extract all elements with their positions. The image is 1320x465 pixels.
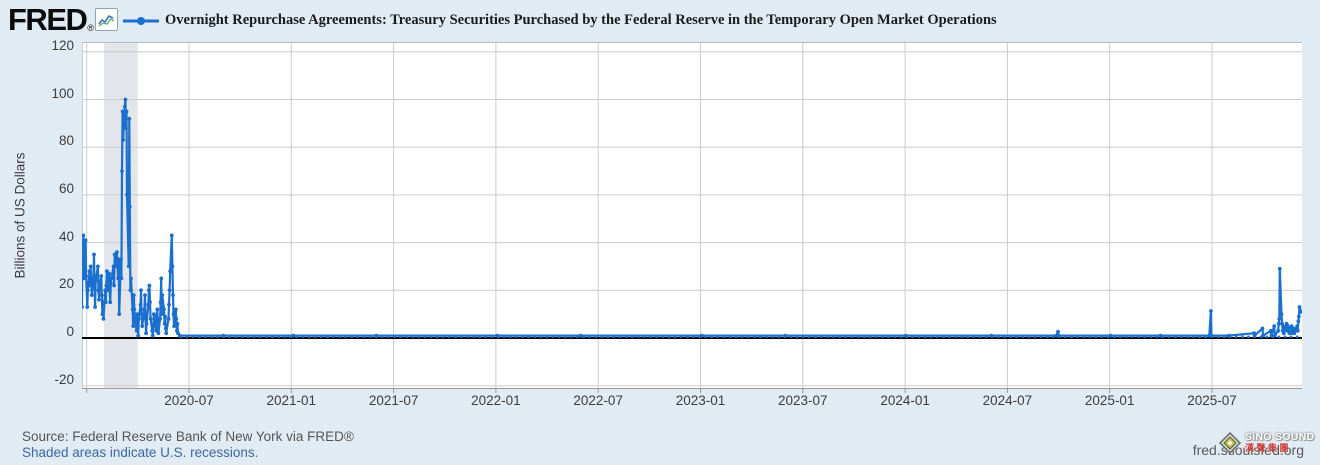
x-tick-label: 2023-01 bbox=[675, 393, 726, 408]
y-tick-label: 100 bbox=[51, 85, 74, 101]
fred-logo-text: FRED bbox=[8, 2, 88, 37]
plot-area[interactable] bbox=[82, 42, 1302, 393]
y-tick-label: 40 bbox=[58, 228, 74, 244]
series-line bbox=[82, 98, 1302, 337]
legend-line-marker bbox=[123, 14, 159, 26]
fred-logo[interactable]: FRED ® bbox=[8, 3, 94, 37]
y-tick-label: 0 bbox=[66, 324, 74, 339]
x-tick-label: 2020-07 bbox=[164, 393, 214, 408]
y-tick-label: 120 bbox=[51, 37, 74, 53]
y-axis-label: Billions of US Dollars bbox=[12, 152, 28, 279]
y-tick-label: -20 bbox=[54, 371, 74, 387]
line-chart bbox=[82, 43, 1302, 393]
x-tick-label: 2022-01 bbox=[471, 393, 521, 408]
registered-mark: ® bbox=[87, 23, 95, 33]
x-tick-label: 2024-07 bbox=[982, 393, 1033, 408]
x-tick-label: 2025-07 bbox=[1187, 393, 1237, 408]
fred-chart-icon[interactable] bbox=[95, 8, 118, 31]
chart-header: FRED ® Overnight Repurchase Agreements: … bbox=[0, 0, 1320, 42]
x-tick-label: 2021-07 bbox=[368, 393, 419, 408]
series-title: Overnight Repurchase Agreements: Treasur… bbox=[165, 12, 997, 28]
y-tick-label: 60 bbox=[58, 180, 74, 196]
x-tick-label: 2023-07 bbox=[778, 393, 828, 408]
x-tick-label: 2025-01 bbox=[1084, 393, 1135, 408]
y-tick-label: 20 bbox=[58, 276, 74, 292]
x-tick-label: 2024-01 bbox=[880, 393, 930, 408]
x-tick-label: 2021-01 bbox=[266, 393, 317, 408]
y-tick-label: 80 bbox=[58, 133, 74, 149]
fred-url-link[interactable]: fred.stlouisfed.org bbox=[1192, 442, 1304, 458]
x-tick-label: 2022-07 bbox=[573, 393, 623, 408]
recession-note-link[interactable]: Shaded areas indicate U.S. recessions. bbox=[22, 445, 259, 460]
source-text: Source: Federal Reserve Bank of New York… bbox=[22, 429, 354, 444]
sparkline-icon bbox=[98, 14, 115, 27]
